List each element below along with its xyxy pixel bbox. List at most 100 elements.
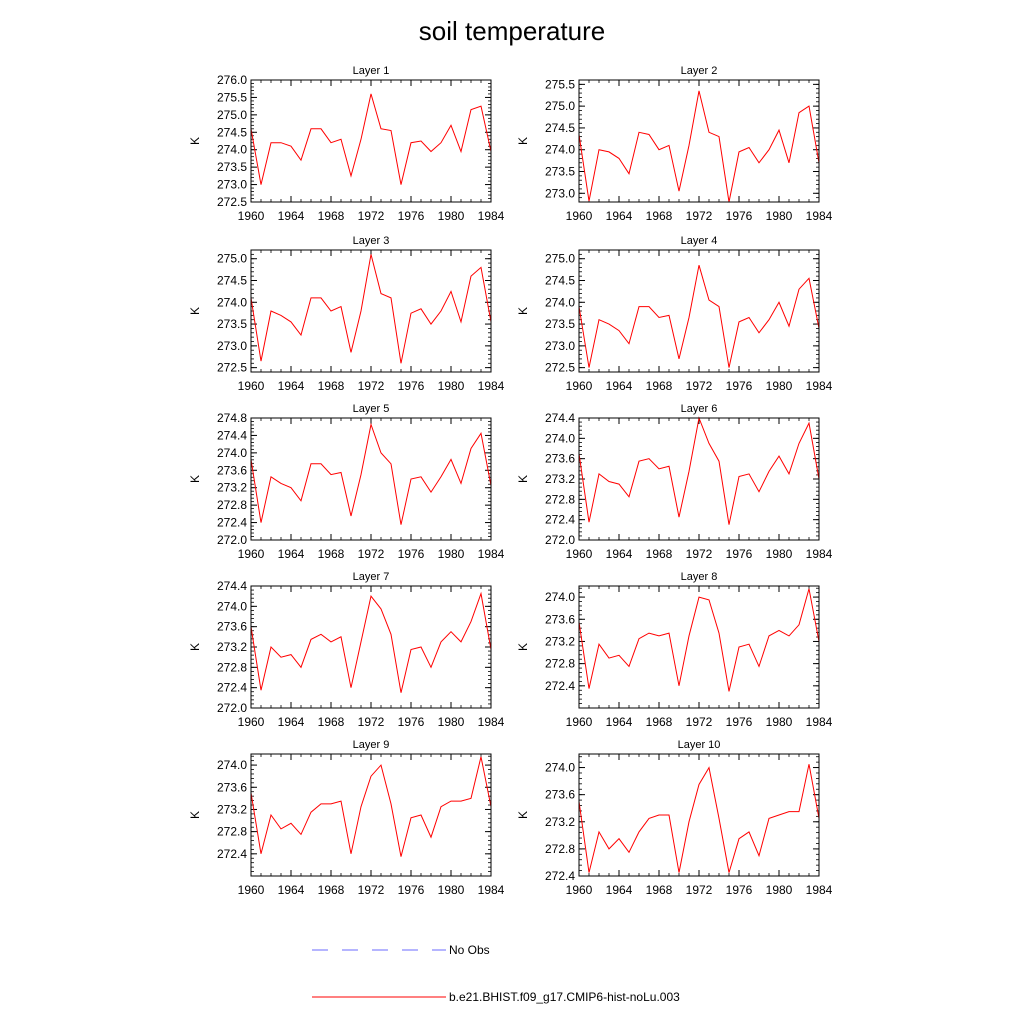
y-tick-label: 276.0 bbox=[217, 73, 247, 87]
panel-layer-7: Layer 7 K 1960 1964 1968 1972 1976 1980 1984 272.… bbox=[188, 571, 505, 729]
x-tick-label: 1984 bbox=[478, 883, 505, 897]
y-axis-label: K bbox=[188, 137, 202, 145]
panel-layer-4: Layer 4 K 1960 1964 1968 1972 1976 1980 1984 272.… bbox=[516, 235, 833, 393]
panel-grid: Layer 1 K 1960 1964 1968 1972 1976 1980 1984 272.… bbox=[188, 65, 833, 897]
y-tick-label: 274.4 bbox=[217, 428, 247, 442]
panel-title: Layer 4 bbox=[681, 235, 718, 247]
panel-layer-3: Layer 3 K 1960 1964 1968 1972 1976 1980 1984 272.… bbox=[188, 235, 505, 393]
x-tick-label: 1968 bbox=[646, 547, 673, 561]
x-tick-label: 1976 bbox=[726, 547, 753, 561]
y-tick-label: 275.5 bbox=[217, 90, 247, 104]
panel-layer-10: Layer 10 K 1960 1964 1968 1972 1976 1980 1984 272… bbox=[516, 739, 833, 897]
x-tick-label: 1980 bbox=[766, 379, 793, 393]
series-line bbox=[250, 756, 492, 857]
x-tick-label: 1968 bbox=[318, 209, 345, 223]
y-tick-label: 273.5 bbox=[545, 317, 575, 331]
x-tick-label: 1964 bbox=[278, 715, 305, 729]
x-tick-label: 1976 bbox=[726, 379, 753, 393]
x-tick-label: 1976 bbox=[398, 547, 425, 561]
x-tick-label: 1968 bbox=[318, 883, 345, 897]
y-tick-label: 274.5 bbox=[545, 121, 575, 135]
y-tick-label: 272.0 bbox=[217, 701, 247, 715]
x-tick-label: 1968 bbox=[646, 379, 673, 393]
plot-frame bbox=[250, 585, 492, 709]
legend-label: b.e21.BHIST.f09_g17.CMIP6-hist-noLu.003 bbox=[449, 990, 680, 1004]
panel-title: Layer 3 bbox=[353, 235, 390, 247]
x-tick-label: 1984 bbox=[806, 715, 833, 729]
x-tick-label: 1964 bbox=[606, 209, 633, 223]
x-tick-label: 1968 bbox=[318, 379, 345, 393]
x-tick-label: 1964 bbox=[278, 379, 305, 393]
x-tick-label: 1960 bbox=[566, 883, 593, 897]
y-tick-label: 274.0 bbox=[217, 446, 247, 460]
y-tick-label: 273.0 bbox=[545, 339, 575, 353]
y-tick-label: 273.2 bbox=[217, 802, 247, 816]
figure-title: soil temperature bbox=[419, 16, 605, 46]
x-tick-label: 1960 bbox=[566, 209, 593, 223]
plot-frame bbox=[578, 585, 820, 709]
y-axis-label: K bbox=[516, 475, 530, 483]
panel-title: Layer 7 bbox=[353, 571, 390, 583]
panel-title: Layer 1 bbox=[353, 65, 390, 77]
x-tick-label: 1980 bbox=[766, 883, 793, 897]
y-tick-label: 272.8 bbox=[545, 842, 575, 856]
x-tick-label: 1972 bbox=[686, 209, 713, 223]
y-axis-label: K bbox=[188, 307, 202, 315]
y-tick-label: 272.5 bbox=[545, 361, 575, 375]
panel-title: Layer 8 bbox=[681, 571, 718, 583]
x-tick-label: 1960 bbox=[238, 547, 265, 561]
x-tick-label: 1976 bbox=[726, 715, 753, 729]
y-tick-label: 272.8 bbox=[217, 825, 247, 839]
y-tick-label: 274.4 bbox=[545, 411, 575, 425]
panel-title: Layer 10 bbox=[678, 739, 721, 751]
y-tick-label: 273.5 bbox=[217, 160, 247, 174]
y-tick-label: 272.5 bbox=[217, 195, 247, 209]
y-tick-label: 275.0 bbox=[545, 252, 575, 266]
y-tick-label: 274.0 bbox=[217, 295, 247, 309]
panel-title: Layer 2 bbox=[681, 65, 718, 77]
plot-frame bbox=[250, 753, 492, 877]
y-tick-label: 273.6 bbox=[545, 788, 575, 802]
x-tick-label: 1980 bbox=[766, 715, 793, 729]
x-tick-label: 1984 bbox=[478, 547, 505, 561]
y-axis-label: K bbox=[516, 137, 530, 145]
x-tick-label: 1964 bbox=[278, 547, 305, 561]
y-tick-label: 275.0 bbox=[217, 108, 247, 122]
x-tick-label: 1960 bbox=[238, 883, 265, 897]
plot-frame bbox=[578, 249, 820, 373]
y-tick-label: 273.6 bbox=[217, 780, 247, 794]
y-tick-label: 274.0 bbox=[545, 431, 575, 445]
x-tick-label: 1984 bbox=[478, 715, 505, 729]
y-tick-label: 272.8 bbox=[217, 498, 247, 512]
y-tick-label: 275.0 bbox=[545, 99, 575, 113]
x-tick-label: 1980 bbox=[438, 883, 465, 897]
y-tick-label: 273.6 bbox=[217, 620, 247, 634]
y-axis-label: K bbox=[188, 643, 202, 651]
x-tick-label: 1968 bbox=[646, 209, 673, 223]
x-tick-label: 1968 bbox=[318, 715, 345, 729]
y-tick-label: 273.5 bbox=[545, 165, 575, 179]
y-tick-label: 272.4 bbox=[545, 869, 575, 883]
x-tick-label: 1964 bbox=[606, 715, 633, 729]
y-tick-label: 273.5 bbox=[217, 317, 247, 331]
panel-layer-6: Layer 6 K 1960 1964 1968 1972 1976 1980 1984 272.… bbox=[516, 403, 833, 561]
x-tick-label: 1968 bbox=[646, 715, 673, 729]
x-tick-label: 1980 bbox=[438, 209, 465, 223]
y-tick-label: 272.4 bbox=[217, 516, 247, 530]
y-axis-label: K bbox=[188, 811, 202, 819]
x-tick-label: 1980 bbox=[438, 547, 465, 561]
plot-frame bbox=[578, 417, 820, 541]
y-tick-label: 273.2 bbox=[545, 634, 575, 648]
plot-frame bbox=[578, 79, 820, 203]
y-tick-label: 274.0 bbox=[545, 143, 575, 157]
series-line bbox=[578, 764, 820, 873]
x-tick-label: 1972 bbox=[358, 379, 385, 393]
x-tick-label: 1976 bbox=[398, 209, 425, 223]
x-tick-label: 1980 bbox=[438, 379, 465, 393]
plot-frame bbox=[250, 249, 492, 373]
y-tick-label: 273.6 bbox=[545, 612, 575, 626]
y-tick-label: 272.8 bbox=[217, 660, 247, 674]
y-tick-label: 275.5 bbox=[545, 77, 575, 91]
y-tick-label: 272.4 bbox=[217, 681, 247, 695]
